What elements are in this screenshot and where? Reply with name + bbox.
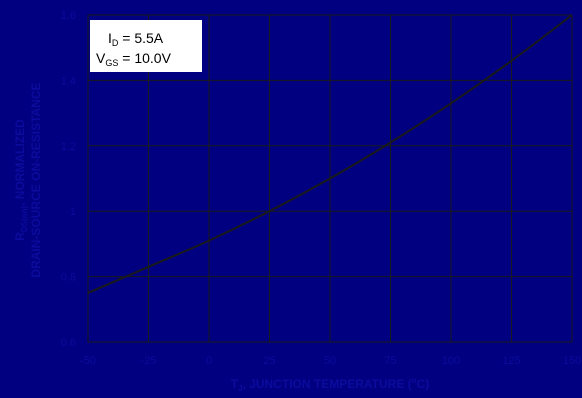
- y-axis-title-line-1: RDS(on), NORMALIZED: [13, 119, 29, 241]
- x-tick-label: 75: [384, 355, 396, 367]
- x-axis-title-prefix: T: [231, 377, 239, 391]
- x-axis-title-main: , JUNCTION TEMPERATURE (: [243, 377, 412, 391]
- legend-line-2-prefix: V: [96, 50, 106, 66]
- legend-line-1-suffix: = 5.5A: [118, 30, 163, 46]
- x-tick-label: -25: [141, 355, 157, 367]
- x-tick-label: 0: [206, 355, 212, 367]
- x-axis-title-suffix: C): [417, 377, 430, 391]
- legend-background: [90, 20, 202, 72]
- y-axis-title-line-1-sub: DS(on): [20, 206, 29, 233]
- grid-lines: [87, 14, 573, 343]
- y-axis-title: RDS(on), NORMALIZED DRAIN-SOURCE ON-RESI…: [13, 82, 43, 277]
- y-axis-title-line-1-prefix: R: [13, 232, 27, 241]
- x-axis-title: TJ, JUNCTION TEMPERATURE (oC): [231, 376, 429, 393]
- x-tick-label: 150: [563, 355, 581, 367]
- legend-box: ID = 5.5A VGS = 10.0V: [90, 20, 202, 72]
- x-tick-label: 25: [263, 355, 275, 367]
- x-tick-label: 50: [324, 355, 336, 367]
- y-tick-label: 1.6: [61, 10, 76, 22]
- legend-line-2-sub: GS: [105, 58, 118, 68]
- legend-line-1: ID = 5.5A: [108, 30, 164, 48]
- x-tick-label: -50: [80, 355, 96, 367]
- y-tick-label: 0.8: [61, 272, 76, 284]
- y-tick-label: 1.2: [61, 141, 76, 153]
- legend-line-2: VGS = 10.0V: [96, 50, 172, 68]
- x-tick-label: 100: [442, 355, 460, 367]
- legend-line-1-sub: D: [112, 38, 119, 48]
- y-tick-label: 1: [70, 206, 76, 218]
- x-axis-title-sub: J: [238, 384, 242, 393]
- legend-line-2-suffix: = 10.0V: [118, 50, 171, 66]
- y-tick-label: 0.6: [61, 337, 76, 349]
- y-axis-title-line-1-suffix: , NORMALIZED: [13, 119, 27, 206]
- x-tick-labels: -50 -25 0 25 50 75 100 125 150: [80, 355, 581, 367]
- x-tick-label: 125: [502, 355, 520, 367]
- y-tick-label: 1.4: [61, 75, 76, 87]
- y-axis-title-line-2: DRAIN-SOURCE ON-RESISTANCE: [29, 82, 43, 277]
- series-line: [87, 14, 573, 294]
- legend-line-1-prefix: I: [108, 30, 112, 46]
- x-axis-title-sup: o: [412, 376, 417, 385]
- y-tick-labels: 0.6 0.8 1 1.2 1.4 1.6: [61, 10, 76, 349]
